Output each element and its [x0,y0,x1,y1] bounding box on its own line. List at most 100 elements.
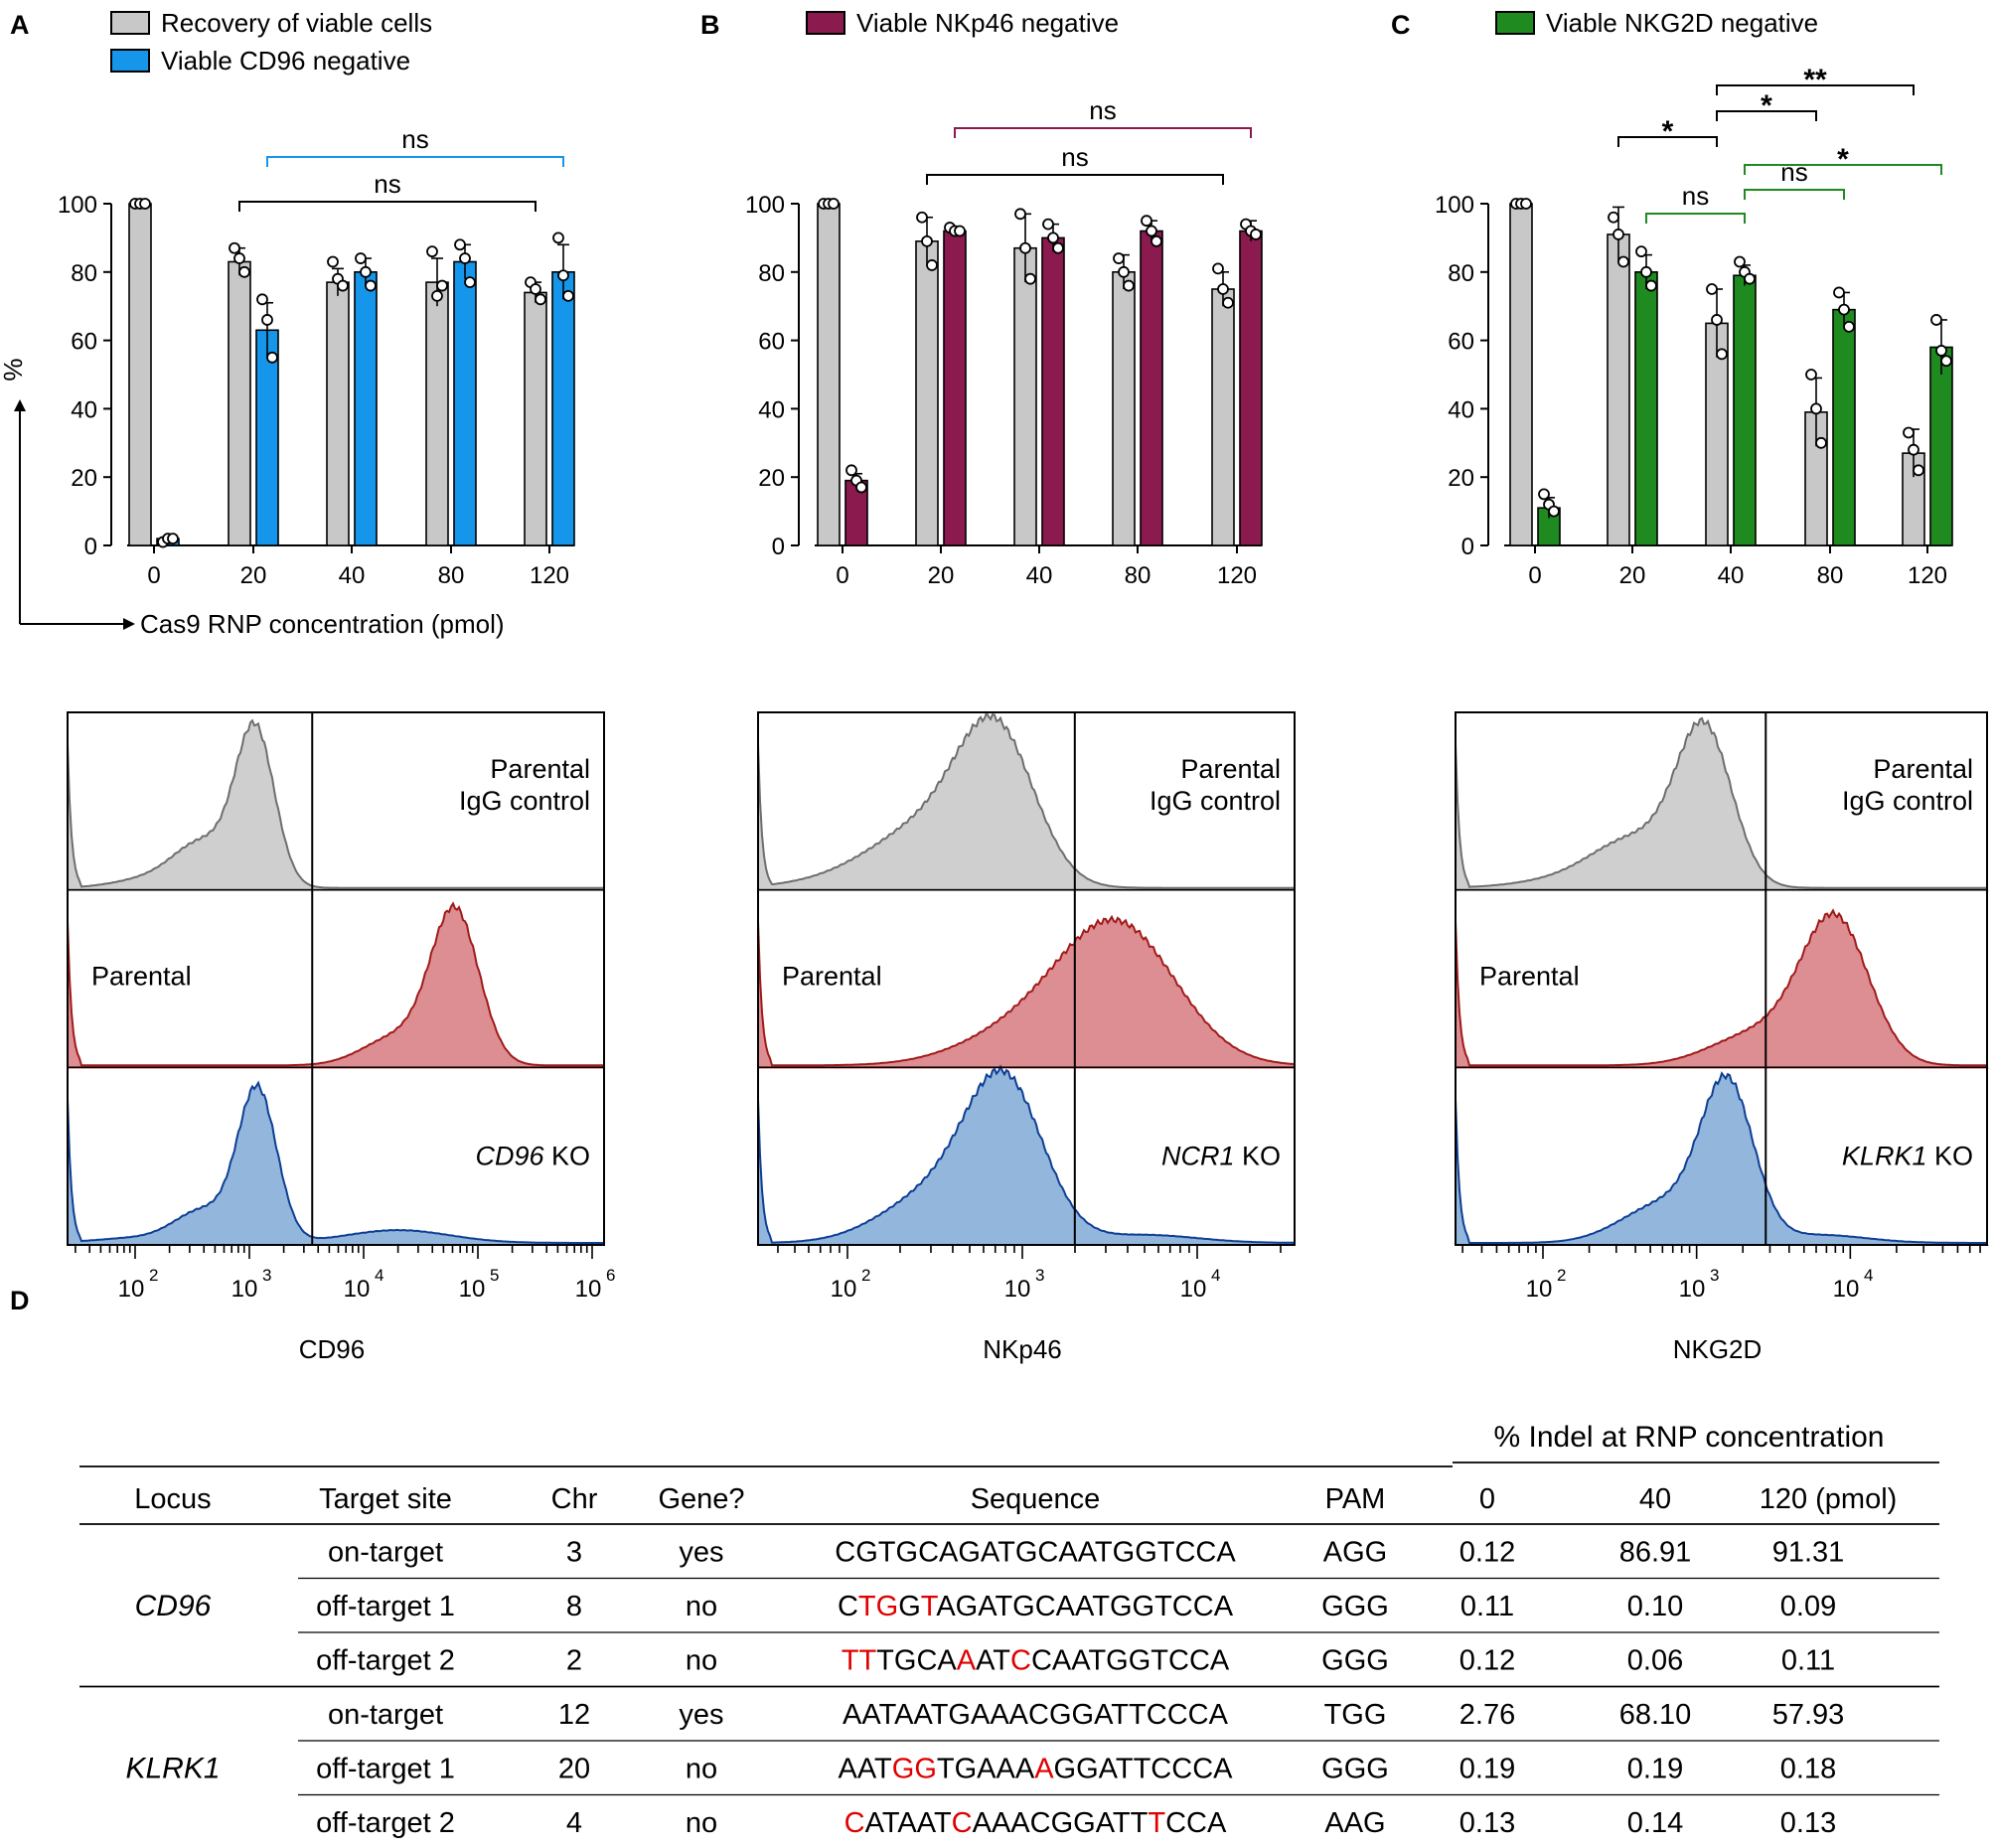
x-tick-label: 10 [231,1276,258,1303]
cell-pam: TGG [1324,1699,1387,1731]
sequence-base: A [997,1753,1016,1784]
y-tick-label: 20 [758,465,785,492]
data-point [1222,296,1234,309]
sequence-base: T [1131,1807,1149,1839]
track-label: CD96 KO [475,1141,590,1170]
cell-indel-0: 0.11 [1460,1591,1514,1622]
sequence-base: C [1151,1753,1171,1784]
x-tick-label: 10 [459,1276,486,1303]
bar-chart-A: Recovery of viable cells Viable CD96 nega… [58,8,575,589]
cell-target-site: off-target 1 [316,1591,455,1622]
bar [228,260,251,546]
x-tick-label: 10 [575,1276,602,1303]
histogram-frame [1455,711,1988,1246]
cell-indel-0: 0.12 [1459,1536,1515,1568]
column-header: Gene? [658,1483,744,1515]
data-point [459,252,471,264]
cell-indel-0: 0.13 [1459,1807,1515,1839]
table-super-header: % Indel at RNP concentration [1493,1421,1884,1454]
x-tick-exponent: 4 [1864,1266,1873,1285]
x-tick-label: 40 [339,562,366,589]
cell-sequence: CGTGCAGATGCAATGGTCCA [835,1536,1236,1568]
cell-target-site: on-target [328,1699,443,1731]
sequence-base: A [1210,1644,1230,1676]
gene-name: NCR1 [1161,1141,1235,1170]
x-tick-exponent: 3 [262,1266,271,1285]
sequence-base: C [1168,1644,1189,1676]
histogram-blue [67,1080,605,1246]
sequence-base: G [1051,1807,1074,1839]
sequence-base: T [874,1753,892,1784]
cell-chr: 4 [566,1807,582,1839]
sequence-base: T [842,1644,859,1676]
x-tick-exponent: 2 [861,1266,870,1285]
data-point [530,283,541,295]
sequence-base: A [978,1591,998,1622]
column-header: Chr [551,1483,598,1515]
data-point [1734,255,1746,268]
sequence-base: C [1028,1699,1049,1731]
x-tick-exponent: 5 [490,1266,499,1285]
column-header: Target site [319,1483,452,1515]
x-tick-label: 120 [530,562,569,589]
cell-indel-0: 0.12 [1459,1644,1515,1676]
y-tick-label: 20 [1448,465,1474,492]
sequence-base: G [1054,1753,1077,1784]
sequence-base: G [855,1536,878,1568]
cell-indel-40: 0.06 [1627,1644,1683,1676]
x-tick-exponent: 2 [1557,1266,1566,1285]
data-point [327,255,339,268]
sequence-base: A [1010,1807,1030,1839]
sequence-base: A [917,1807,937,1839]
data-point [1940,355,1952,368]
histogram-frame [757,711,1296,1246]
histogram-frame [67,711,605,1246]
sequence-base: T [1129,1699,1147,1731]
data-point [139,198,151,210]
x-tick-exponent: 6 [606,1266,615,1285]
cell-gene: no [686,1591,717,1622]
ko-suffix: KO [543,1141,590,1170]
sequence-base: G [876,1591,899,1622]
data-point [1608,211,1619,224]
data-point [454,238,466,251]
panel-label-D: D [10,1286,30,1315]
sequence-base: C [1031,1644,1052,1676]
sequence-base: T [1151,1644,1168,1676]
data-point [916,211,928,224]
significance-label: ns [1089,95,1116,125]
bar [1733,274,1757,546]
bar [1041,236,1065,546]
sequence-base: T [921,1591,939,1622]
track-label: Parental [1180,754,1281,784]
gene-name: CD96 [475,1141,544,1170]
significance-bracket [926,174,1224,185]
track-label: IgG control [1150,786,1281,816]
sequence-base: T [993,1644,1010,1676]
track-label: Parental [782,962,882,992]
track-label: KLRK1 KO [1842,1141,1973,1170]
bar [425,281,449,546]
sequence-base: G [1113,1536,1136,1568]
significance-bracket [266,156,564,167]
histogram-gray [67,718,605,891]
sequence-base: A [1052,1644,1072,1676]
data-point [355,252,367,264]
histogram-red [67,901,605,1069]
sequence-base: G [898,1591,921,1622]
significance-label: * [1662,115,1674,148]
sequence-base: T [934,1807,952,1839]
legend-swatch [1495,11,1535,35]
track-label: IgG control [459,786,590,816]
data-point [1113,252,1125,264]
panel-label-A: A [10,10,30,40]
cell-chr: 2 [566,1644,582,1676]
data-point [167,533,179,545]
bar [524,291,547,546]
sequence-base: T [1113,1807,1131,1839]
data-point [1617,255,1629,268]
y-tick-label: 100 [58,192,97,219]
sequence-base: C [1195,1536,1216,1568]
y-tick-label: 80 [1448,260,1474,287]
